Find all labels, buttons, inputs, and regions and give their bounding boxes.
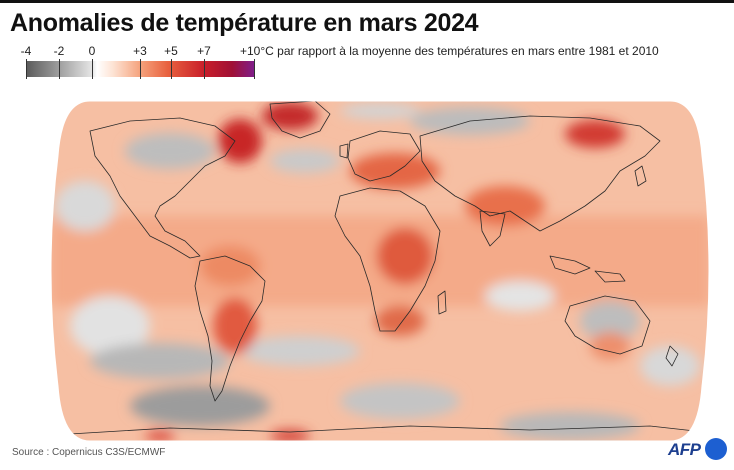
- legend-tick-label: 0: [88, 44, 96, 58]
- colorbar-tick: [59, 59, 60, 79]
- legend-tick-label: +5: [164, 44, 178, 58]
- page-title: Anomalies de température en mars 2024: [10, 9, 479, 37]
- afp-logo: AFP: [668, 437, 728, 463]
- legend-tick-label: +7: [197, 44, 211, 58]
- legend-tick-label: -4: [20, 44, 32, 58]
- color-legend: -4 -2 0 +3 +5 +7 +10°C par rapport à la …: [0, 44, 734, 82]
- anomaly-field: [51, 101, 709, 441]
- colorbar-tick: [171, 59, 172, 79]
- colorbar-tick: [254, 59, 255, 79]
- afp-logo-text: AFP: [668, 440, 701, 459]
- colorbar-tick: [92, 59, 93, 79]
- legend-note: +10°C par rapport à la moyenne des tempé…: [240, 44, 659, 58]
- continent-outlines: [69, 101, 696, 435]
- afp-logo-dot: [705, 438, 727, 460]
- top-rule: [0, 0, 734, 3]
- map-frame: [50, 100, 710, 442]
- source-note: Source : Copernicus C3S/ECMWF: [12, 447, 166, 458]
- colorbar-tick: [204, 59, 205, 79]
- colorbar-tick: [140, 59, 141, 79]
- legend-tick-label: -2: [53, 44, 65, 58]
- colorbar-tick: [26, 59, 27, 79]
- legend-tick-label: +3: [133, 44, 147, 58]
- map-svg: [50, 100, 710, 442]
- world-anomaly-map: [50, 96, 710, 446]
